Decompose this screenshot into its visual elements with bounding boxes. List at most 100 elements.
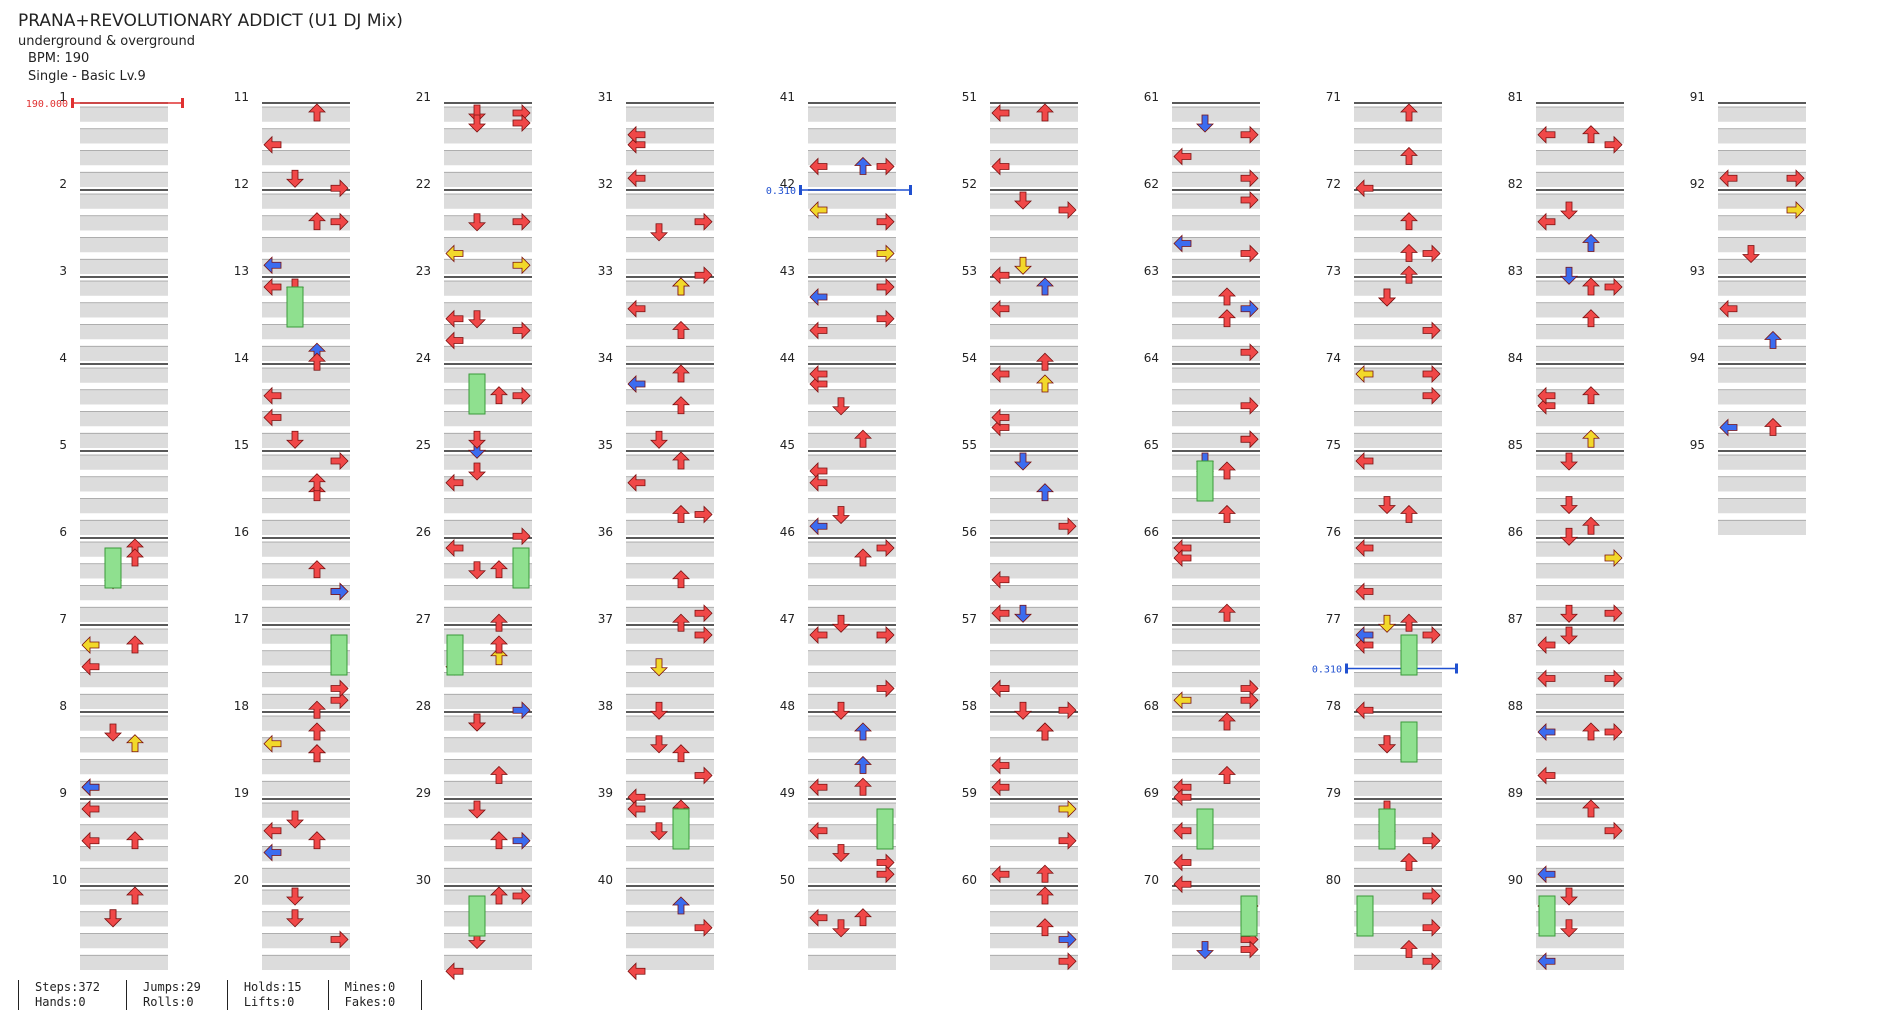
beat-band — [1172, 455, 1260, 470]
beat-band — [80, 476, 168, 492]
left-arrow-icon — [1537, 669, 1556, 688]
right-arrow-icon — [876, 278, 895, 296]
beat-band — [262, 346, 350, 361]
measure-number: 79 — [1326, 786, 1341, 800]
measure-number: 80 — [1326, 873, 1341, 887]
beat-band — [808, 324, 896, 340]
down-arrow-icon — [832, 844, 850, 863]
hold-bar-icon — [672, 808, 690, 850]
down-arrow-icon — [1560, 527, 1578, 546]
up-arrow-icon — [1400, 103, 1418, 122]
right-arrow-icon — [876, 539, 895, 557]
beat-band — [262, 585, 350, 601]
beat-band — [262, 128, 350, 144]
beat-band — [80, 259, 168, 274]
measure-block: 2 — [59, 177, 168, 274]
up-arrow-icon — [672, 613, 690, 632]
left-arrow-icon — [991, 104, 1010, 122]
beat-band — [444, 737, 532, 753]
beat-band — [262, 259, 350, 274]
up-arrow-icon — [672, 451, 690, 470]
measure-number: 34 — [598, 351, 613, 365]
measure-block: 27 — [416, 612, 532, 709]
measure-block: 77 — [1326, 612, 1442, 709]
beat-band — [1536, 759, 1624, 775]
beat-band — [808, 824, 896, 840]
measure-number: 39 — [598, 786, 613, 800]
beat-band — [444, 324, 532, 340]
beat-band — [80, 563, 168, 579]
beat-band — [1172, 737, 1260, 753]
measure-number: 59 — [962, 786, 977, 800]
beat-band — [80, 172, 168, 187]
up-arrow-icon — [308, 560, 326, 579]
measure-number: 20 — [234, 873, 249, 887]
measure-block: 22 — [416, 177, 532, 274]
measure-number: 9 — [59, 786, 67, 800]
beat-band — [626, 411, 714, 427]
measure-number: 42 — [780, 177, 795, 191]
measure-block: 83 — [1508, 264, 1624, 361]
right-arrow-icon — [876, 679, 895, 698]
beat-band — [990, 346, 1078, 361]
beat-band — [990, 629, 1078, 644]
beat-band — [1718, 455, 1806, 470]
beat-band — [444, 868, 532, 883]
right-arrow-icon — [694, 604, 713, 623]
beat-band — [990, 737, 1078, 753]
right-arrow-icon — [1422, 887, 1441, 905]
beat-band — [1536, 259, 1624, 274]
beat-band — [262, 759, 350, 775]
speed-marker-cap — [1345, 663, 1348, 674]
beat-band — [80, 629, 168, 644]
beat-band — [990, 694, 1078, 709]
beat-band — [444, 824, 532, 840]
beat-band — [808, 107, 896, 122]
beat-band — [1536, 107, 1624, 122]
stats-column: Steps:372 Hands:0 — [18, 980, 126, 1010]
down-arrow-icon — [286, 169, 304, 188]
up-arrow-icon — [1218, 765, 1236, 784]
right-arrow-icon — [1240, 125, 1259, 144]
bpm-marker-cap — [181, 98, 184, 108]
measure-block: 45 — [780, 438, 896, 535]
measure-block: 25 — [416, 438, 532, 535]
measure-block: 1 — [59, 90, 168, 187]
up-arrow-icon — [1764, 417, 1782, 436]
beat-band — [1536, 520, 1624, 535]
up-arrow-icon — [1218, 603, 1236, 622]
beat-band — [626, 455, 714, 470]
fakes-count: Fakes:0 — [344, 995, 396, 1009]
beat-band — [1536, 824, 1624, 840]
measure-block: 60 — [962, 873, 1078, 970]
measure-number: 7 — [59, 612, 67, 626]
beat-band — [808, 607, 896, 622]
down-arrow-icon — [650, 822, 668, 841]
beat-band — [80, 302, 168, 318]
speed-marker-cap — [1455, 663, 1458, 674]
beat-band — [262, 607, 350, 622]
beat-band — [1354, 172, 1442, 187]
measure-number: 70 — [1144, 873, 1159, 887]
beat-band — [1354, 759, 1442, 775]
beat-band — [990, 302, 1078, 318]
beat-band — [626, 368, 714, 383]
up-arrow-icon — [1582, 799, 1600, 818]
beat-band — [626, 542, 714, 557]
right-arrow-icon — [1240, 299, 1259, 318]
left-arrow-icon — [1719, 169, 1738, 188]
measure-number: 84 — [1508, 351, 1523, 365]
up-arrow-icon — [1036, 886, 1054, 905]
beat-band — [1354, 346, 1442, 361]
measure-number: 37 — [598, 612, 613, 626]
measure-block: 50 — [780, 873, 896, 970]
beat-band — [1354, 890, 1442, 905]
left-arrow-icon — [263, 278, 282, 296]
beat-band — [80, 846, 168, 862]
up-arrow-icon — [1400, 939, 1418, 958]
down-arrow-icon — [1014, 191, 1032, 210]
beat-band — [1536, 346, 1624, 361]
beat-band — [444, 759, 532, 775]
beat-band — [1172, 846, 1260, 862]
hold-bar-icon — [512, 547, 530, 589]
